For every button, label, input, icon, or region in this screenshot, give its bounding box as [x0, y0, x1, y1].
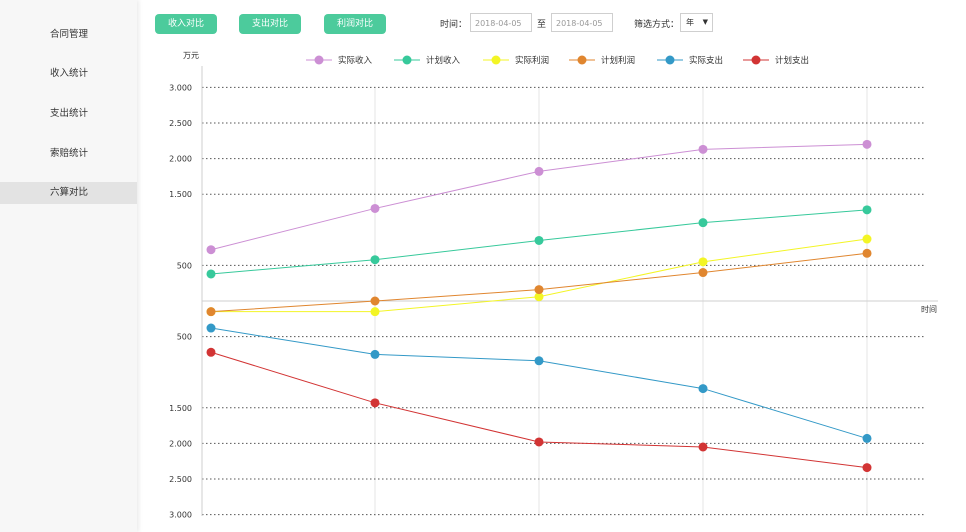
sidebar-item-six-budget-compare[interactable]: 六算对比	[0, 182, 137, 204]
end-date-input[interactable]: 2018-04-05	[551, 13, 613, 32]
data-point[interactable]	[534, 235, 544, 245]
data-point[interactable]	[206, 347, 216, 357]
y-tick-label: 500	[177, 261, 192, 270]
data-point[interactable]	[698, 144, 708, 154]
chevron-down-icon: ▼	[702, 18, 708, 26]
legend-marker	[665, 55, 675, 65]
y-tick-label: 3.000	[169, 83, 192, 92]
tab-expense-compare[interactable]: 支出对比	[239, 14, 301, 34]
legend-label: 实际利润	[515, 55, 549, 66]
y-tick-label: 3.000	[169, 511, 192, 520]
y-tick-label: 1.500	[169, 190, 192, 199]
legend-marker	[491, 55, 501, 65]
start-date-input[interactable]: 2018-04-05	[470, 13, 532, 32]
data-point[interactable]	[862, 139, 872, 149]
data-point[interactable]	[534, 292, 544, 302]
legend-label: 实际收入	[338, 55, 373, 66]
legend-marker	[402, 55, 412, 65]
legend-item[interactable]: 计划收入	[394, 55, 461, 66]
data-point[interactable]	[534, 166, 544, 176]
sidebar-item-income-stats[interactable]: 收入统计	[50, 68, 89, 79]
data-point[interactable]	[698, 442, 708, 452]
data-point[interactable]	[862, 234, 872, 244]
data-point[interactable]	[534, 285, 544, 295]
legend-label: 实际支出	[689, 55, 723, 66]
data-point[interactable]	[862, 205, 872, 215]
sidebar-item-contract-management[interactable]: 合同管理	[50, 29, 89, 40]
data-point[interactable]	[862, 463, 872, 473]
data-point[interactable]	[370, 296, 380, 306]
data-point[interactable]	[534, 356, 544, 366]
filter-label: 筛选方式：	[634, 20, 680, 30]
y-tick-label: 500	[177, 333, 192, 342]
y-tick-label: 2.000	[169, 439, 192, 448]
y-tick-label: 2.500	[169, 119, 192, 128]
tab-income-compare[interactable]: 收入对比	[155, 14, 217, 34]
legend-item[interactable]: 计划支出	[743, 55, 809, 66]
legend-item[interactable]: 计划利润	[569, 55, 635, 66]
data-point[interactable]	[206, 245, 216, 255]
legend-item[interactable]: 实际支出	[657, 55, 723, 66]
legend-marker	[577, 55, 587, 65]
data-point[interactable]	[370, 203, 380, 213]
data-point[interactable]	[862, 248, 872, 258]
data-point[interactable]	[534, 437, 544, 447]
filter-select-value: 年	[686, 18, 694, 27]
data-point[interactable]	[698, 268, 708, 278]
legend-marker	[751, 55, 761, 65]
data-point[interactable]	[370, 349, 380, 359]
y-tick-label: 2.500	[169, 475, 192, 484]
y-tick-label: 2.000	[169, 155, 192, 164]
x-axis-label: 时间	[921, 304, 937, 314]
filter-select[interactable]: 年 ▼	[680, 13, 713, 32]
data-point[interactable]	[862, 433, 872, 443]
legend-label: 计划利润	[601, 55, 635, 66]
sidebar-item-claims-stats[interactable]: 索赔统计	[50, 148, 89, 159]
data-point[interactable]	[206, 307, 216, 317]
legend-label: 计划支出	[775, 55, 809, 66]
legend-label: 计划收入	[426, 55, 461, 66]
data-point[interactable]	[698, 257, 708, 267]
tab-profit-compare[interactable]: 利润对比	[324, 14, 386, 34]
data-point[interactable]	[370, 255, 380, 265]
sidebar: 合同管理 收入统计 支出统计 索赔统计 六算对比	[0, 0, 137, 532]
data-point[interactable]	[698, 384, 708, 394]
y-axis-label: 万元	[183, 51, 199, 60]
y-tick-label: 1.500	[169, 404, 192, 413]
data-point[interactable]	[206, 269, 216, 279]
legend-item[interactable]: 实际收入	[306, 55, 373, 66]
time-label: 时间：	[440, 20, 468, 30]
sidebar-item-expense-stats[interactable]: 支出统计	[50, 108, 89, 119]
data-point[interactable]	[206, 323, 216, 333]
data-point[interactable]	[370, 398, 380, 408]
legend-marker	[314, 55, 324, 65]
to-label: 至	[537, 20, 547, 30]
data-point[interactable]	[698, 218, 708, 228]
legend-item[interactable]: 实际利润	[483, 55, 549, 66]
data-point[interactable]	[370, 307, 380, 317]
